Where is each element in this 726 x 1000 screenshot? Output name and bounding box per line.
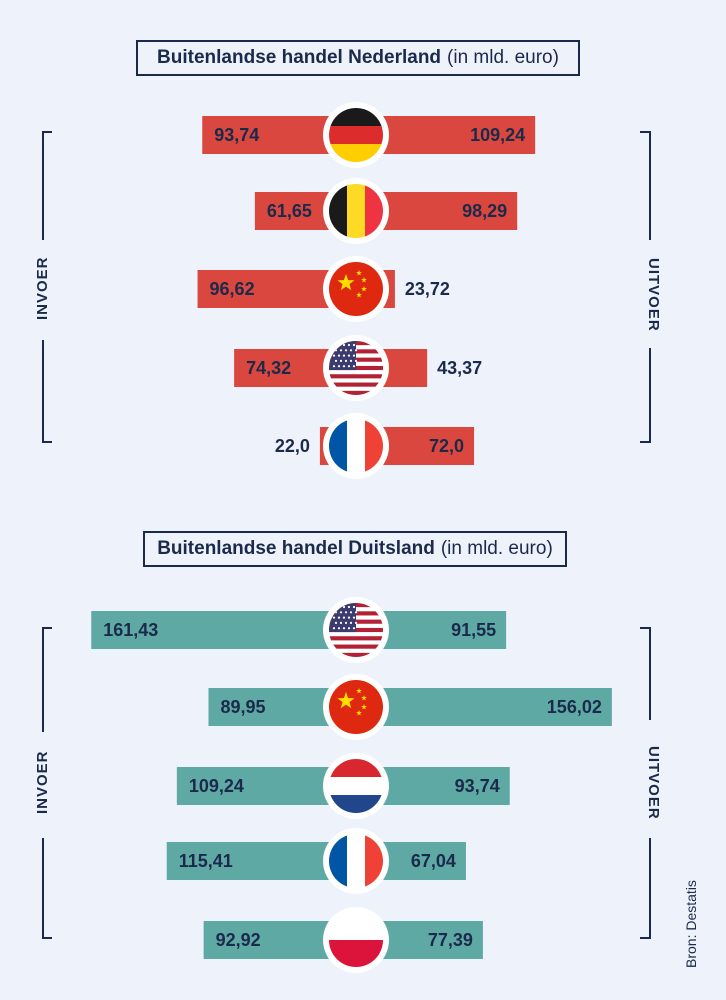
uitvoer-value-label: 93,74	[455, 776, 500, 796]
belgium-flag	[323, 178, 389, 244]
invoer-label: INVOER	[34, 256, 51, 320]
uitvoer-value-label: 72,0	[429, 436, 464, 456]
invoer-value-label: 74,32	[246, 358, 291, 378]
uitvoer-bracket-bottom	[640, 348, 651, 443]
invoer-bracket-bottom	[42, 838, 52, 939]
germany-flag	[323, 102, 389, 168]
uitvoer-bracket-top	[640, 131, 651, 240]
uitvoer-label: UITVOER	[645, 258, 662, 332]
uitvoer-value-label: 23,72	[405, 279, 450, 299]
china-flag	[323, 256, 389, 322]
uitvoer-value-label: 91,55	[451, 620, 496, 640]
invoer-value-label: 109,24	[189, 776, 244, 796]
invoer-value-label: 96,62	[210, 279, 255, 299]
uitvoer-bar	[356, 688, 612, 726]
invoer-value-label: 161,43	[103, 620, 158, 640]
invoer-value-label: 93,74	[214, 125, 259, 145]
usa-flag	[323, 597, 389, 663]
chart-title-text: Buitenlandse handel Nederland	[157, 47, 442, 68]
uitvoer-value-label: 109,24	[470, 125, 525, 145]
invoer-value-label: 89,95	[220, 697, 265, 717]
uitvoer-value-label: 43,37	[437, 358, 482, 378]
invoer-bracket-top	[42, 627, 52, 732]
invoer-bracket-top	[42, 131, 52, 240]
invoer-value-label: 61,65	[267, 201, 312, 221]
uitvoer-label: UITVOER	[645, 746, 662, 820]
poland-flag	[323, 907, 389, 973]
france-flag	[323, 413, 389, 479]
chart-subtitle-text: (in mld. euro)	[447, 47, 559, 68]
chart-subtitle-text: (in mld. euro)	[440, 538, 553, 559]
invoer-bar	[91, 611, 357, 649]
uitvoer-value-label: 156,02	[547, 697, 602, 717]
chart-title-netherlands: Buitenlandse handel Nederland (in mld. e…	[136, 40, 580, 76]
uitvoer-value-label: 77,39	[428, 930, 473, 950]
uitvoer-bracket-top	[640, 627, 651, 720]
china-flag	[323, 674, 389, 740]
chart-title-text: Buitenlandse handel Duitsland	[157, 538, 435, 559]
invoer-value-label: 115,41	[179, 851, 233, 871]
france-flag	[323, 828, 389, 894]
invoer-value-label: 22,0	[275, 436, 310, 456]
invoer-bracket-bottom	[42, 340, 52, 443]
netherlands-flag	[323, 753, 389, 819]
brackets	[42, 131, 651, 939]
uitvoer-bracket-bottom	[640, 838, 651, 939]
chart-title-germany: Buitenlandse handel Duitsland (in mld. e…	[143, 531, 567, 567]
source-note: Bron: Destatis	[683, 880, 699, 968]
uitvoer-value-label: 67,04	[411, 851, 456, 871]
invoer-label: INVOER	[34, 750, 51, 814]
usa-flag	[323, 335, 389, 401]
invoer-value-label: 92,92	[216, 930, 261, 950]
uitvoer-value-label: 98,29	[462, 201, 507, 221]
